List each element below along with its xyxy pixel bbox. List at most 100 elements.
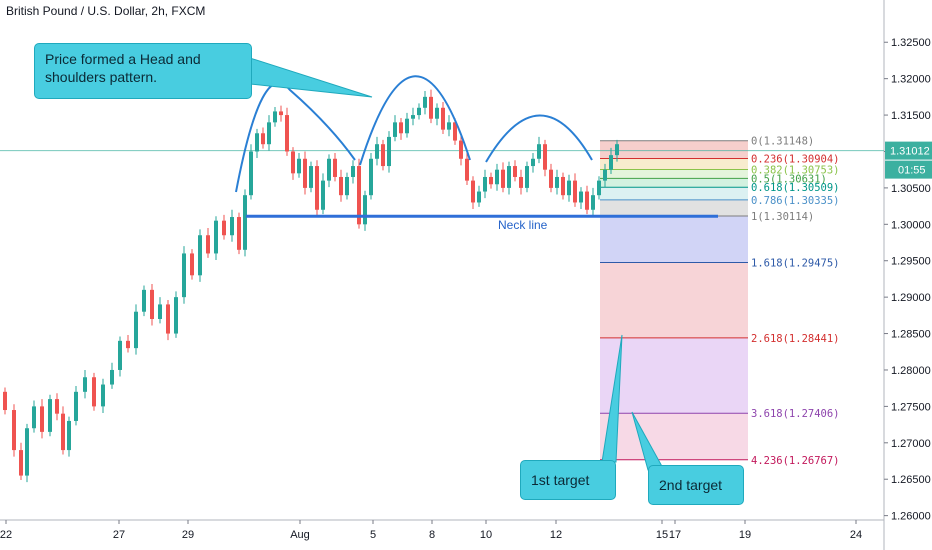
candle-body [273, 111, 277, 123]
candle-body [351, 166, 355, 177]
candle-body [222, 220, 226, 236]
candle-body [513, 166, 517, 177]
candle-body [603, 169, 607, 181]
candle-body [531, 158, 535, 167]
target1-text: 1st target [531, 472, 590, 488]
fib-label: 2.618(1.28441) [751, 333, 840, 345]
candle-body [333, 158, 337, 177]
candle-body [190, 253, 194, 276]
hs-callout-pointer [249, 57, 373, 98]
chart-title: British Pound / U.S. Dollar, 2h, FXCM [6, 4, 206, 18]
candle-body [489, 176, 493, 185]
candle-body [303, 158, 307, 188]
y-tick-label: 1.26000 [891, 511, 931, 523]
target2-text: 2nd target [659, 477, 723, 493]
candle-body [198, 235, 202, 276]
candle-body [32, 406, 36, 429]
candle-body [158, 304, 162, 319]
candle-body [174, 297, 178, 334]
candle-body [230, 217, 234, 236]
head-arc [359, 75, 471, 166]
x-tick-label: 15 [656, 529, 668, 541]
candle-body [573, 180, 577, 203]
candle-body [441, 107, 445, 130]
current-price-text: 1.31012 [890, 146, 930, 158]
fib-zone [600, 199, 748, 217]
fib-label: 0.236(1.30904) [751, 153, 840, 165]
candle-body [74, 391, 78, 421]
neck-line-label: Neck line [498, 218, 548, 232]
fib-label: 3.618(1.27406) [751, 408, 840, 420]
candle-body [465, 158, 469, 181]
candle-body [261, 133, 265, 145]
y-tick-label: 1.29500 [891, 256, 931, 268]
candle-body [357, 166, 361, 225]
candle-body [101, 384, 105, 407]
candle-body [291, 151, 295, 174]
y-tick-label: 1.32000 [891, 74, 931, 86]
fib-zone [600, 216, 748, 263]
fib-zone [600, 158, 748, 170]
y-tick-label: 1.29000 [891, 292, 931, 304]
candle-body [585, 191, 589, 210]
candle-body [537, 144, 541, 159]
candle-body [393, 122, 397, 137]
fib-zone [600, 413, 748, 460]
candle-body [243, 195, 247, 250]
candle-body [399, 122, 403, 134]
candle-body [405, 118, 409, 134]
candle-body [501, 169, 505, 188]
candle-body [118, 340, 122, 370]
candle-body [459, 140, 463, 159]
candle-body [495, 169, 499, 185]
y-tick-label: 1.32500 [891, 37, 931, 49]
candle-body [61, 413, 65, 451]
fib-zone [600, 262, 748, 338]
candle-body [166, 304, 170, 334]
candle-body [92, 377, 96, 407]
candle-body [609, 155, 613, 170]
candle-body [315, 166, 319, 210]
fib-zone [600, 169, 748, 179]
candle-body [615, 144, 619, 156]
left-shoulder-arc [235, 82, 356, 193]
candle-body [381, 144, 385, 167]
candle-body [126, 340, 130, 349]
candle-body [567, 180, 571, 196]
candle-body [214, 220, 218, 254]
y-tick-label: 1.28000 [891, 365, 931, 377]
candle-body [507, 166, 511, 188]
fib-zone [600, 337, 748, 414]
candle-body [345, 176, 349, 196]
right-shoulder-arc [485, 114, 593, 163]
fib-label: 1.618(1.29475) [751, 258, 840, 270]
candle-body [447, 122, 451, 130]
candle-body [339, 176, 343, 196]
countdown-text: 01:55 [898, 165, 926, 177]
candle-body [67, 420, 71, 451]
candle-body [417, 107, 421, 116]
x-tick-label: 8 [429, 529, 435, 541]
candle-body [267, 122, 271, 145]
y-tick-label: 1.30000 [891, 219, 931, 231]
candle-body [19, 450, 23, 476]
candle-body [83, 377, 87, 392]
candle-body [549, 169, 553, 188]
candle-body [369, 158, 373, 196]
y-tick-label: 1.26500 [891, 474, 931, 486]
fib-label: 1(1.30114) [751, 211, 814, 223]
candle-body [387, 136, 391, 167]
x-tick-label: 17 [669, 529, 681, 541]
candle-body [423, 96, 427, 108]
x-tick-label: 29 [182, 529, 194, 541]
candle-body [327, 158, 331, 181]
target1-callout: 1st target [520, 460, 616, 500]
candle-body [453, 122, 457, 141]
fib-zone [600, 140, 748, 159]
candle-body [363, 195, 367, 225]
x-tick-label: Aug [290, 529, 310, 541]
y-tick-label: 1.31500 [891, 110, 931, 122]
candle-body [3, 391, 7, 411]
fib-label: 0.382(1.30753) [751, 164, 840, 176]
